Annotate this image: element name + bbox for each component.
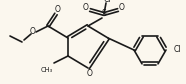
Text: O: O [119, 4, 125, 13]
Text: S: S [102, 9, 106, 18]
Text: O: O [55, 5, 61, 15]
Text: O: O [83, 4, 89, 13]
Text: CH₃: CH₃ [41, 67, 53, 73]
Text: O: O [30, 27, 36, 37]
Text: Cl: Cl [103, 0, 111, 4]
Text: O: O [87, 68, 93, 78]
Text: Cl: Cl [174, 46, 182, 55]
